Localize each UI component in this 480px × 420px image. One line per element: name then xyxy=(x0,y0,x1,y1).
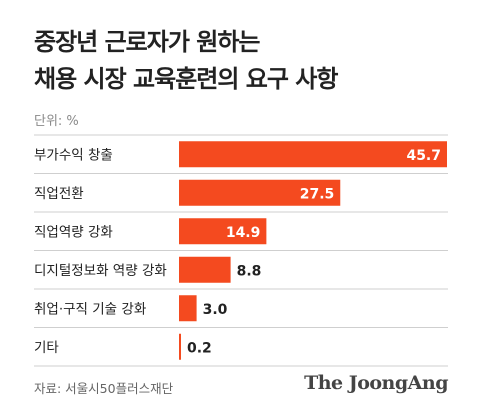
value-label: 8.8 xyxy=(237,263,262,279)
value-label: 45.7 xyxy=(406,148,441,164)
bar xyxy=(179,179,341,206)
value-label: 3.0 xyxy=(203,302,228,318)
bar xyxy=(179,218,267,245)
category-label: 기타 xyxy=(34,340,59,356)
value-label: 0.2 xyxy=(187,340,212,356)
value-label: 14.9 xyxy=(226,225,261,241)
bar xyxy=(179,256,231,283)
bar xyxy=(179,141,447,168)
category-label: 직업전환 xyxy=(34,186,84,202)
category-label: 직업역량 강화 xyxy=(34,224,113,240)
title-line-2: 채용 시장 교육훈련의 요구 사항 xyxy=(34,65,338,93)
category-label: 디지털정보화 역량 강화 xyxy=(34,263,167,279)
publisher-logo: The JoongAng xyxy=(304,372,448,394)
value-label: 27.5 xyxy=(300,186,335,202)
category-label: 취업·구직 기술 강화 xyxy=(34,301,146,317)
bar xyxy=(179,333,181,360)
category-label: 부가수익 창출 xyxy=(34,147,113,163)
unit-label: 단위: % xyxy=(34,114,79,129)
bar xyxy=(179,295,197,322)
chart-title: 중장년 근로자가 원하는 채용 시장 교육훈련의 요구 사항 xyxy=(34,24,338,98)
title-line-1: 중장년 근로자가 원하는 xyxy=(34,28,261,56)
source-note: 자료: 서울시50플러스재단 xyxy=(34,381,174,396)
